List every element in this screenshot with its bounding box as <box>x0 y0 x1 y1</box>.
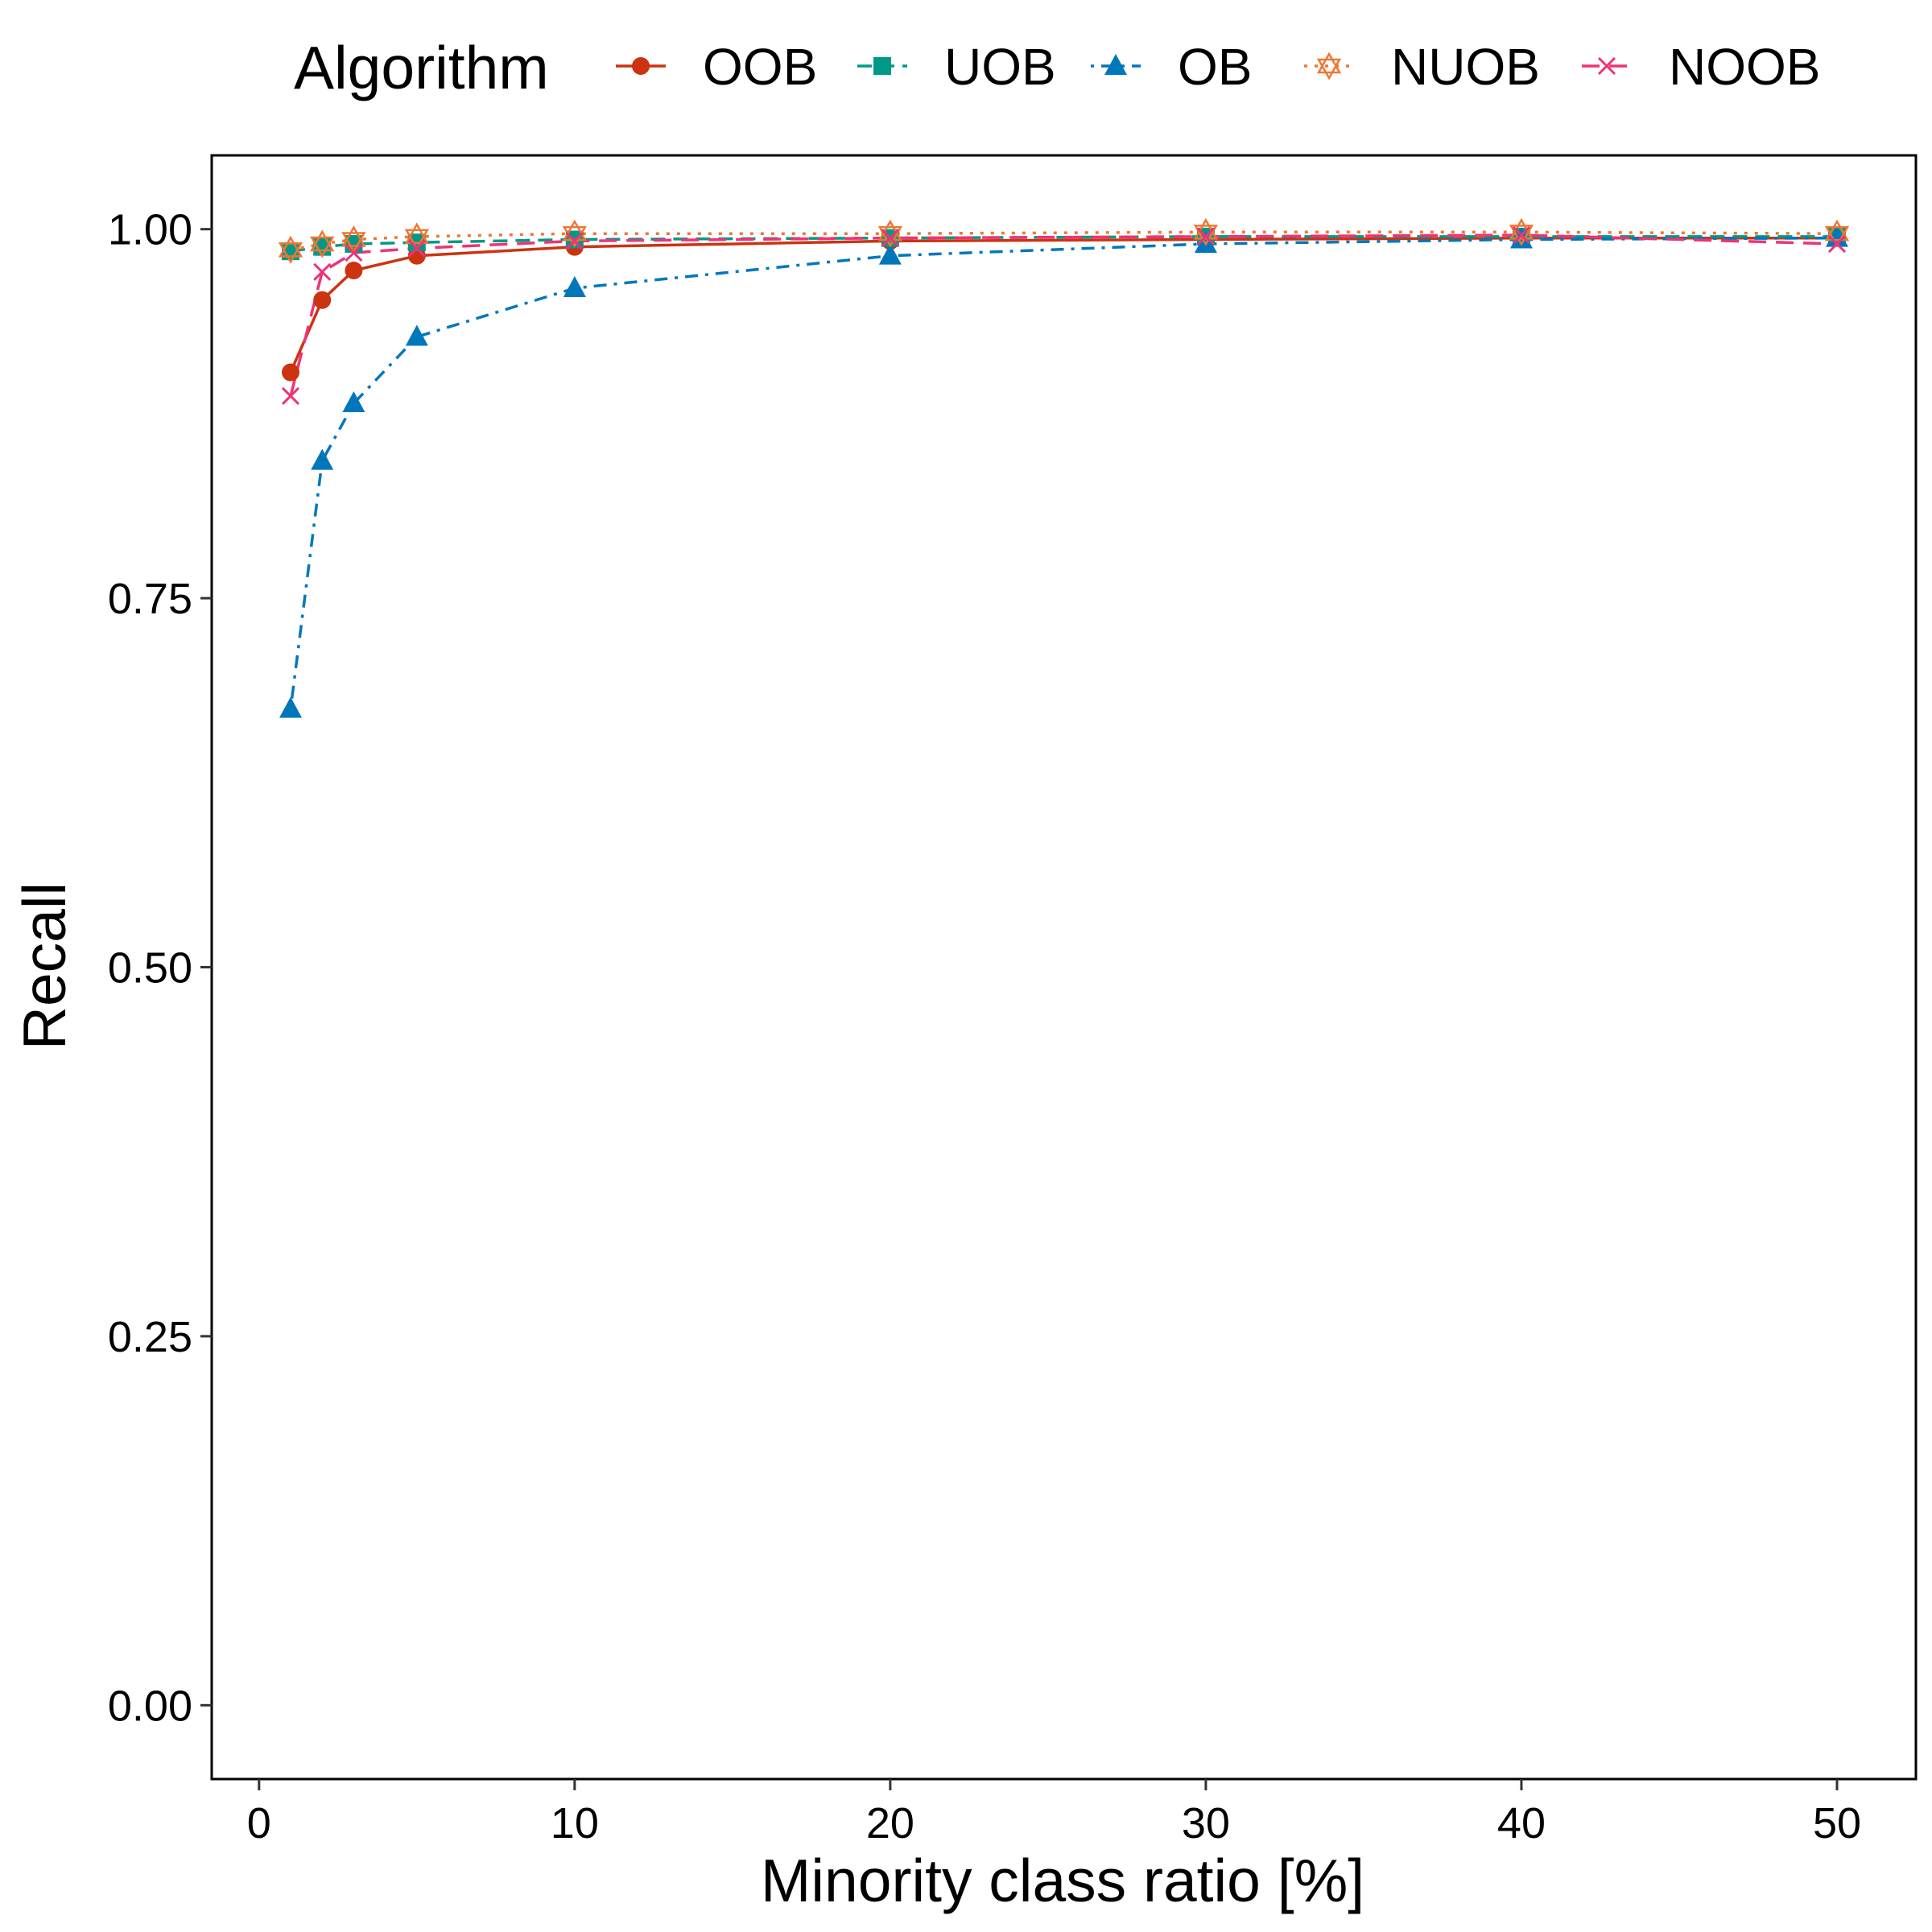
legend-item-nuob: NUOB <box>1304 38 1540 96</box>
x-tick-label: 40 <box>1497 1799 1546 1847</box>
x-tick-label: 30 <box>1182 1799 1230 1847</box>
legend-title: Algorithm <box>294 34 549 101</box>
data-point-nuob <box>1824 219 1850 248</box>
legend-label: OOB <box>703 38 817 96</box>
y-tick-label: 0.25 <box>108 1313 192 1361</box>
y-tick-label: 0.00 <box>108 1682 192 1730</box>
x-axis: 0 10 20 30 40 50 <box>247 1779 1861 1847</box>
series-markers <box>278 217 1850 718</box>
data-point-ob <box>342 391 365 413</box>
legend-item-uob: UOB <box>857 38 1056 96</box>
data-point-nuob <box>341 225 366 254</box>
legend-item-noob: NOOB <box>1582 38 1820 96</box>
data-point-noob <box>345 243 363 262</box>
y-axis: 0.00 0.25 0.50 0.75 1.00 <box>108 206 212 1730</box>
legend-key-marker <box>873 57 891 75</box>
y-axis-title: Recall <box>10 882 78 1050</box>
data-point-nuob <box>278 235 303 264</box>
legend-key-marker <box>1597 56 1616 76</box>
data-point-nuob <box>404 222 429 251</box>
data-point-noob <box>565 232 584 250</box>
plot-area: 0.00 0.25 0.50 0.75 1.00 0 10 20 30 40 50 <box>108 154 1918 1847</box>
x-tick-label: 0 <box>247 1799 271 1847</box>
x-tick-label: 20 <box>866 1799 914 1847</box>
data-point-nuob <box>310 229 335 258</box>
data-point-noob <box>1827 234 1847 254</box>
legend-item-ob: OB <box>1091 38 1252 96</box>
data-point-noob <box>281 386 300 405</box>
legend-label: NUOB <box>1391 38 1540 96</box>
y-tick-label: 1.00 <box>108 206 192 254</box>
y-tick-label: 0.50 <box>108 944 192 993</box>
data-point-noob <box>1196 227 1215 246</box>
data-point-ob <box>1825 225 1848 247</box>
legend-key-marker <box>632 57 650 75</box>
data-point-ob <box>279 696 303 718</box>
legend-key-marker <box>1104 54 1127 75</box>
data-point-ob <box>311 448 334 470</box>
data-point-nuob <box>877 219 903 248</box>
x-tick-label: 50 <box>1813 1799 1861 1847</box>
data-point-oob <box>313 291 332 309</box>
data-point-nuob <box>1193 217 1219 246</box>
series-line-oob <box>289 236 1837 374</box>
series-lines <box>289 230 1838 709</box>
data-point-oob <box>282 363 300 382</box>
legend: Algorithm OOB UOB OB NUOB NOOB <box>294 34 1820 101</box>
data-point-noob <box>881 229 899 247</box>
legend-item-oob: OOB <box>616 38 817 96</box>
x-axis-title: Minority class ratio [%] <box>761 1847 1364 1914</box>
y-tick-label: 0.75 <box>108 575 192 623</box>
legend-label: OB <box>1178 38 1252 96</box>
series-line-noob <box>289 233 1838 397</box>
data-point-ob <box>878 243 902 265</box>
legend-label: UOB <box>944 38 1056 96</box>
legend-key-marker <box>1316 52 1342 80</box>
plot-panel <box>210 154 1918 1781</box>
legend-label: NOOB <box>1669 38 1820 96</box>
data-point-oob <box>345 262 363 280</box>
x-tick-label: 10 <box>551 1799 599 1847</box>
data-point-noob <box>1512 225 1531 245</box>
data-point-ob <box>405 324 428 346</box>
data-point-ob <box>563 276 586 298</box>
data-point-noob <box>313 262 332 281</box>
series-line-ob <box>289 236 1838 709</box>
data-point-noob <box>407 239 426 258</box>
